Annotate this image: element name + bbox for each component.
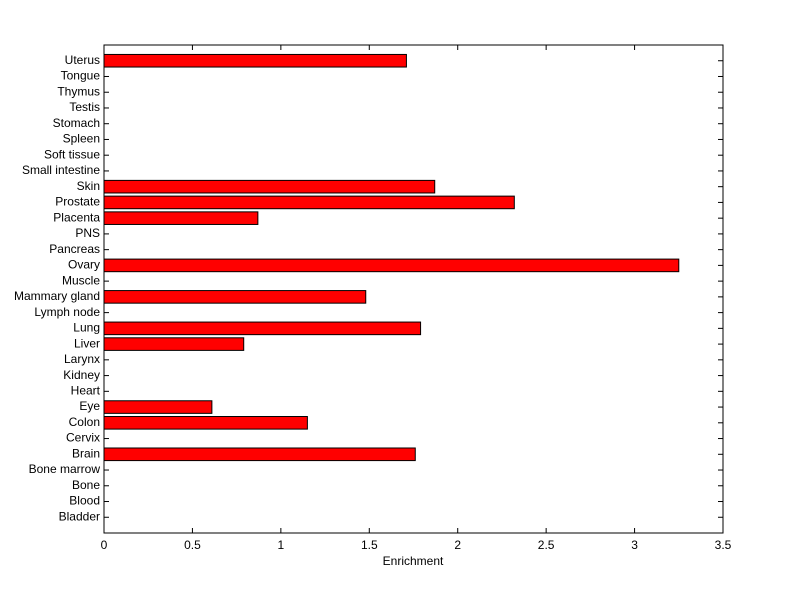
bar [103,258,680,273]
x-tick-label: 3.5 [715,538,732,552]
y-tick-label: Lung [73,321,100,335]
y-tick-label: Ovary [68,258,100,272]
y-tick-label: PNS [75,226,100,240]
y-tick-label: Prostate [55,195,100,209]
x-tick-label: 3 [631,538,638,552]
bar [103,211,259,225]
bar [103,321,422,336]
y-tick-label: Muscle [62,273,100,287]
x-tick-label: 1 [278,538,285,552]
y-tick-label: Spleen [63,132,100,146]
x-axis-label: Enrichment [383,554,444,568]
y-tick-label: Kidney [63,368,100,382]
x-tick-label: 2 [454,538,461,552]
y-tick-label: Placenta [53,210,100,224]
x-tick-label: 0 [101,538,108,552]
y-tick-label: Blood [69,494,100,508]
y-tick-label: Larynx [64,352,100,366]
x-tick-label: 1.5 [361,538,378,552]
bar [103,290,367,304]
y-tick-label: Pancreas [49,242,100,256]
y-tick-label: Tongue [61,69,101,83]
y-tick-label: Small intestine [22,163,100,177]
x-tick-label: 2.5 [538,538,555,552]
y-tick-label: Lymph node [34,305,100,319]
bar [103,179,436,194]
y-tick-label: Mammary gland [14,289,100,303]
x-tick-label: 0.5 [184,538,201,552]
bar [103,416,308,430]
bar [103,195,515,210]
y-tick-label: Bone marrow [29,462,101,476]
y-tick-label: Soft tissue [44,147,100,161]
y-tick-label: Liver [74,336,100,350]
bar [103,337,245,351]
y-tick-label: Stomach [53,116,100,130]
y-tick-label: Skin [77,179,100,193]
bar [103,400,213,414]
y-tick-label: Brain [72,446,100,460]
y-tick-label: Colon [69,415,100,429]
y-tick-label: Heart [71,383,101,397]
y-tick-label: Thymus [57,84,100,98]
y-tick-label: Uterus [65,53,100,67]
y-tick-label: Testis [69,100,100,114]
bar [103,447,416,462]
y-tick-label: Bladder [59,509,100,523]
y-tick-label: Cervix [66,431,100,445]
bar [103,53,407,68]
y-tick-label: Bone [72,478,100,492]
y-tick-label: Eye [79,399,100,413]
